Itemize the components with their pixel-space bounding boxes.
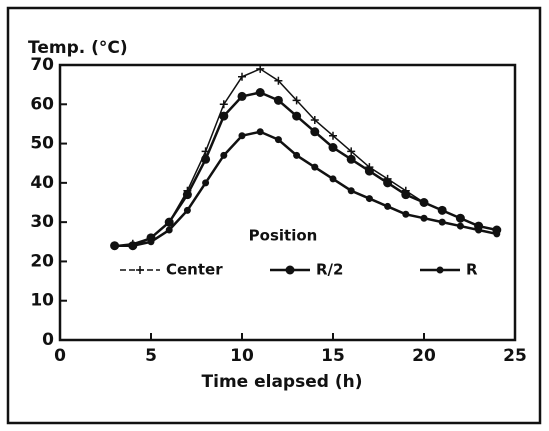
marker: [437, 205, 447, 215]
legend-marker: [136, 266, 144, 274]
frame: [6, 6, 542, 425]
marker: [347, 187, 355, 195]
marker: [310, 127, 320, 137]
marker: [293, 151, 301, 159]
marker: [420, 214, 428, 222]
marker: [220, 151, 228, 159]
marker: [329, 175, 337, 183]
marker: [419, 198, 429, 207]
marker: [219, 100, 228, 109]
marker: [237, 91, 247, 101]
marker: [329, 131, 337, 140]
marker: [129, 242, 137, 250]
marker: [401, 190, 411, 200]
marker: [164, 217, 174, 227]
y-axis-label: Temp. (°C): [28, 38, 128, 58]
marker: [256, 64, 265, 73]
marker: [365, 195, 373, 203]
marker: [219, 111, 229, 121]
marker: [273, 95, 283, 105]
marker: [346, 154, 356, 164]
x-tick-label: 25: [503, 346, 527, 366]
plot-area: [58, 63, 517, 342]
marker: [456, 222, 464, 230]
marker: [238, 72, 246, 81]
marker: [384, 202, 392, 210]
y-tick-label: 20: [30, 251, 54, 271]
x-tick-label: 15: [321, 346, 345, 366]
y-tick-label: 40: [30, 173, 54, 193]
marker: [311, 163, 319, 171]
x-tick-label: 20: [412, 346, 436, 366]
marker: [493, 230, 501, 238]
marker: [364, 166, 374, 176]
marker: [475, 226, 483, 234]
marker: [383, 178, 393, 188]
x-axis-label: Time elapsed (h): [202, 372, 363, 392]
marker: [147, 238, 155, 246]
legend-label: R/2: [316, 261, 343, 279]
marker: [402, 210, 410, 218]
series-line: [114, 130, 498, 247]
y-tick-label: 10: [30, 291, 54, 311]
x-tick-label: 0: [54, 346, 66, 366]
series-line: [114, 91, 498, 247]
marker: [111, 242, 119, 250]
legend-title: Position: [249, 227, 318, 245]
y-tick-label: 30: [30, 212, 54, 232]
marker: [201, 154, 211, 164]
marker: [182, 190, 192, 200]
marker: [292, 96, 301, 105]
marker: [202, 179, 210, 187]
legend-label: Center: [166, 261, 223, 279]
marker: [256, 128, 264, 136]
marker: [328, 143, 338, 152]
y-tick-label: 60: [30, 94, 54, 114]
marker: [183, 206, 191, 214]
x-tick-label: 10: [230, 346, 254, 366]
legend-marker: [436, 266, 444, 274]
marker: [165, 226, 173, 234]
y-tick-label: 0: [42, 330, 54, 350]
marker: [292, 111, 302, 121]
marker: [310, 116, 319, 124]
marker: [455, 213, 465, 223]
marker: [255, 88, 265, 97]
legend-marker: [285, 265, 295, 275]
x-tick-label: 5: [145, 346, 157, 366]
marker: [274, 76, 283, 85]
marker: [274, 136, 282, 144]
marker: [347, 147, 356, 156]
marker: [438, 218, 446, 226]
y-tick-label: 70: [30, 55, 54, 75]
y-tick-label: 50: [30, 134, 54, 154]
legend-label: R: [466, 261, 478, 279]
marker: [238, 132, 246, 140]
